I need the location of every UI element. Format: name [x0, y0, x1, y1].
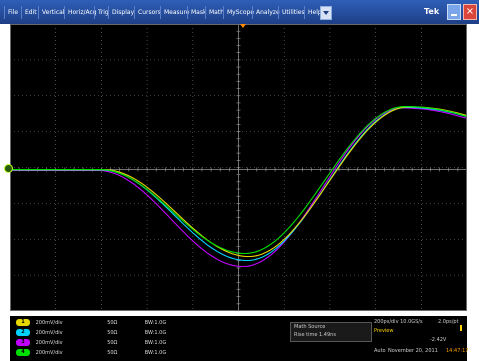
- channel-2-impedance: 50Ω: [107, 330, 118, 336]
- channel-4-bandwidth: BW:1.0G: [144, 350, 167, 356]
- run-mode: Auto: [374, 348, 386, 354]
- measurement-source-label: Source: [308, 324, 326, 330]
- menu-measure[interactable]: Measure: [160, 6, 193, 19]
- channel-1-badge[interactable]: 1: [16, 319, 30, 326]
- channel-4-impedance: 50Ω: [107, 350, 118, 356]
- record-resolution: 2.0ps/pt: [438, 319, 459, 325]
- measurement-source: Math Source: [294, 324, 325, 330]
- waveform-graticule: [10, 24, 467, 311]
- acquisition-readout[interactable]: 200ps/div 10.0GS/s 2.0ps/pt Preview -2.4…: [374, 318, 469, 360]
- trigger-position-marker[interactable]: [240, 24, 246, 28]
- channel-1-bandwidth: BW:1.0G: [144, 320, 167, 326]
- time-readout: 14:47:17: [446, 348, 469, 354]
- menu-vertical[interactable]: Vertical: [38, 6, 67, 19]
- channel-4-scale: 200mV/div: [35, 350, 63, 356]
- menu-mask[interactable]: Mask: [187, 6, 209, 19]
- channel-3-readout[interactable]: 3 200mV/div 50Ω BW:1.0G: [16, 339, 166, 348]
- channel-3-bandwidth: BW:1.0G: [144, 340, 167, 346]
- trigger-level: -2.42V: [430, 337, 447, 343]
- channel-3-scale: 200mV/div: [35, 340, 63, 346]
- status-bar: 1 200mV/div 50Ω BW:1.0G 2 200mV/div 50Ω …: [10, 316, 469, 361]
- timebase-readout: 200ps/div 10.0GS/s: [374, 319, 423, 325]
- menu-trig[interactable]: Trig: [94, 6, 112, 19]
- menu-analyze[interactable]: Analyze: [252, 6, 283, 19]
- close-button[interactable]: ×: [463, 4, 477, 20]
- tek-logo: Tek: [424, 7, 440, 16]
- menu-help[interactable]: Help: [304, 6, 325, 19]
- acquisition-mode: Preview: [374, 328, 394, 334]
- channel-1-scale: 200mV/div: [35, 320, 63, 326]
- channel-3-impedance: 50Ω: [107, 340, 118, 346]
- minimize-button[interactable]: [447, 4, 461, 20]
- channel-4-trace: [10, 105, 467, 255]
- channel-3-badge[interactable]: 3: [16, 339, 30, 346]
- channel-2-readout[interactable]: 2 200mV/div 50Ω BW:1.0G: [16, 329, 166, 338]
- date-readout: November 20, 2011: [388, 348, 438, 354]
- menu-utilities[interactable]: Utilities: [278, 6, 308, 19]
- waveform-display: [10, 24, 467, 311]
- menu-myscope[interactable]: MyScope: [223, 6, 257, 19]
- channel-1-impedance: 50Ω: [107, 320, 118, 326]
- channel-4-badge[interactable]: 4: [16, 349, 30, 356]
- ground-reference-marker[interactable]: [4, 164, 13, 173]
- menu-edit[interactable]: Edit: [21, 6, 40, 19]
- menu-cursors[interactable]: Cursors: [134, 6, 164, 19]
- channel-2-scale: 200mV/div: [35, 330, 63, 336]
- measurement-label: Math: [294, 324, 307, 330]
- measurement-value: Rise time 1.49ns: [294, 332, 336, 338]
- channel-2-badge[interactable]: 2: [16, 329, 30, 336]
- channel-2-bandwidth: BW:1.0G: [144, 330, 167, 336]
- measurement-box[interactable]: Math Source Rise time 1.49ns: [290, 322, 372, 342]
- menu-math[interactable]: Math: [205, 6, 227, 19]
- channel-4-readout[interactable]: 4 200mV/div 50Ω BW:1.0G: [16, 349, 166, 358]
- menu-bar: File Edit Vertical Horiz/Acq Trig Displa…: [0, 0, 479, 24]
- channel-2-trace: [10, 106, 467, 262]
- menu-display[interactable]: Display: [108, 6, 137, 19]
- menu-dropdown-button[interactable]: [320, 6, 332, 20]
- menu-horiz-acq[interactable]: Horiz/Acq: [64, 6, 100, 19]
- channel-1-readout[interactable]: 1 200mV/div 50Ω BW:1.0G: [16, 319, 166, 328]
- menu-file[interactable]: File: [4, 6, 21, 19]
- trigger-level-icon: [460, 325, 462, 331]
